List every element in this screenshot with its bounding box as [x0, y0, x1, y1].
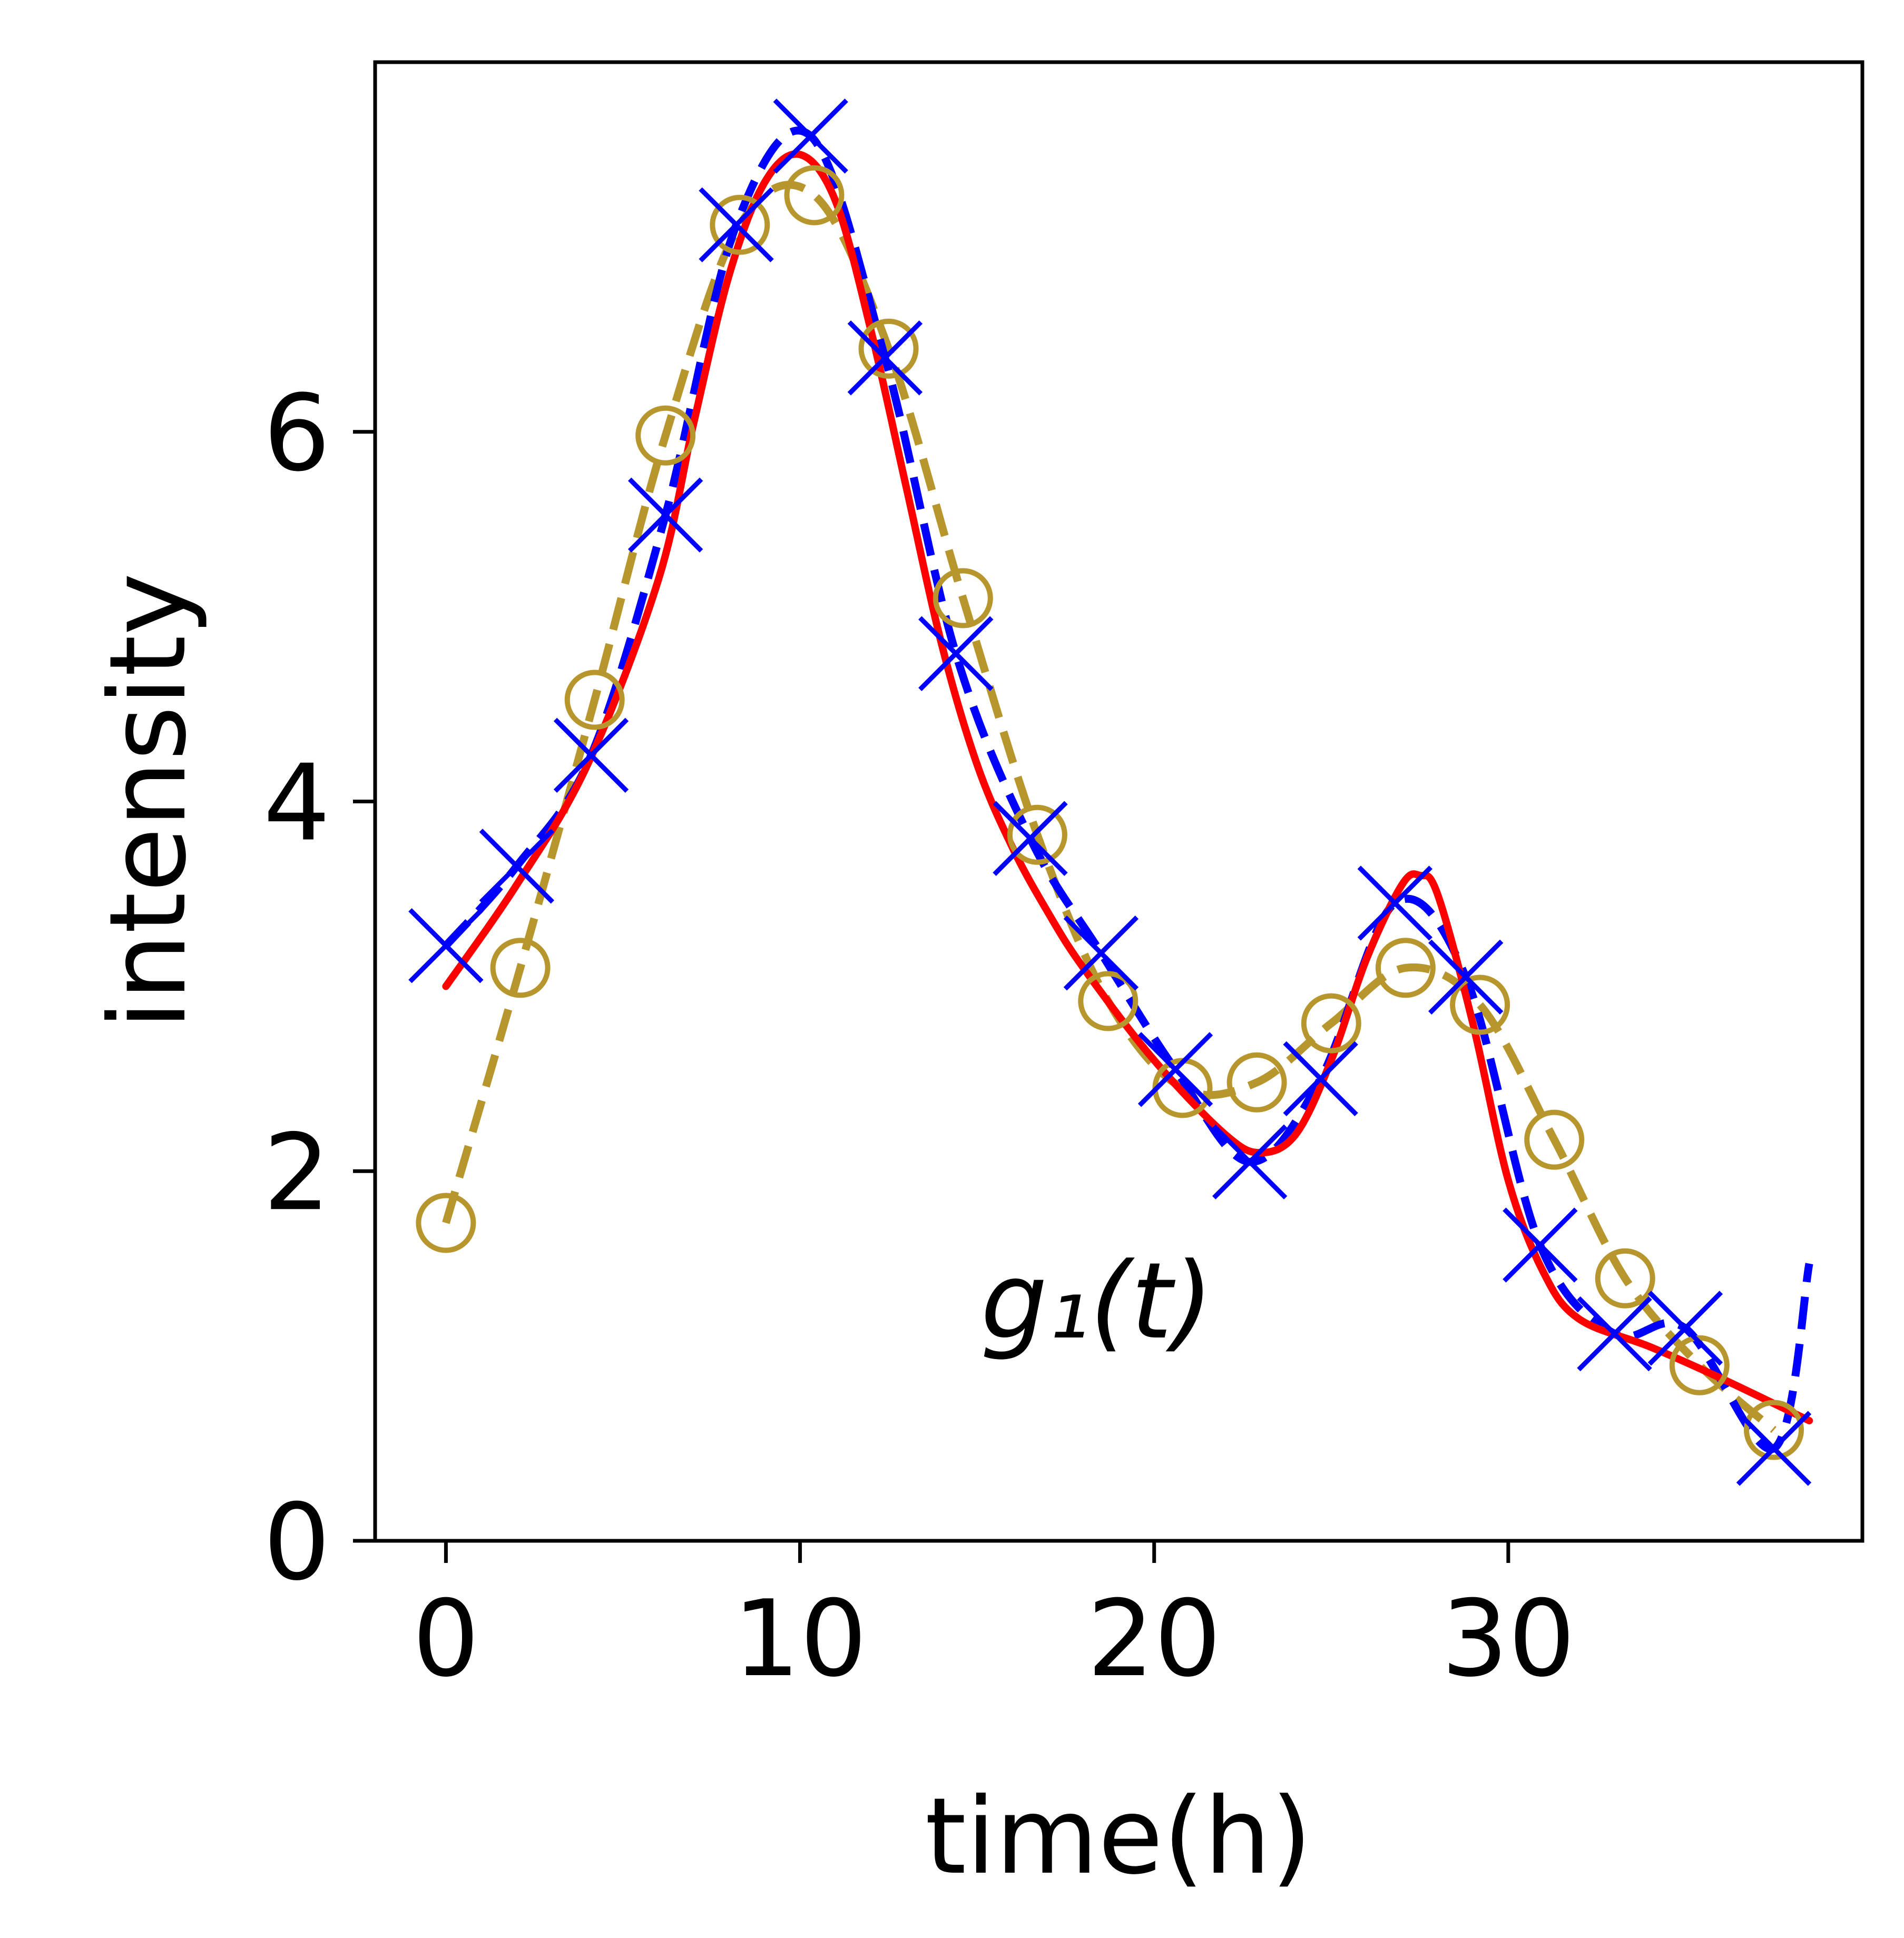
fit-point	[993, 801, 1068, 876]
observed-point	[1226, 1052, 1287, 1113]
fit-point	[1736, 1411, 1812, 1486]
observed-point	[1450, 975, 1510, 1035]
fit-point	[699, 187, 774, 262]
series-markers	[408, 99, 1812, 1486]
x-tick-label: 0	[413, 1578, 479, 1700]
y-axis-ticks: 0 2 4 6	[263, 372, 375, 1604]
y-tick-label: 0	[263, 1481, 330, 1604]
series-lines	[442, 126, 1813, 1453]
fit-point	[847, 320, 923, 396]
observed-point	[416, 1193, 476, 1253]
observed-point	[858, 318, 919, 379]
fit-point	[479, 829, 555, 904]
fit-point	[773, 99, 848, 174]
observed-point	[490, 938, 551, 998]
fit-point	[1647, 1291, 1723, 1366]
observed-point	[933, 568, 993, 628]
observed-point	[1078, 971, 1139, 1031]
observed-point	[1007, 804, 1067, 865]
observed-point	[1595, 1248, 1655, 1309]
x-tick-label: 10	[733, 1578, 867, 1700]
y-tick-label: 6	[263, 372, 330, 495]
observed-point	[1524, 1109, 1585, 1170]
smooth-series-line	[442, 150, 1813, 1424]
fit-point	[1137, 1032, 1213, 1107]
x-tick-label: 30	[1441, 1578, 1576, 1700]
annotation-label: g₁(t)	[980, 1240, 1213, 1363]
fit-point	[1503, 1207, 1578, 1283]
fit-point	[627, 477, 703, 553]
y-axis-label: intensity	[87, 573, 210, 1029]
fit-point	[1357, 865, 1432, 941]
fit-point	[1428, 939, 1504, 1015]
fit-point	[553, 717, 629, 793]
fit-point	[1283, 1041, 1358, 1116]
x-axis-ticks: 0 10 20 30	[413, 1541, 1575, 1700]
fit-point	[918, 616, 994, 691]
observed-point	[564, 670, 625, 730]
observed-point	[710, 194, 770, 255]
observed-point	[1669, 1335, 1730, 1395]
x-tick-label: 20	[1087, 1578, 1221, 1700]
fit-point	[408, 908, 484, 983]
y-tick-label: 2	[263, 1111, 330, 1234]
observed-point	[784, 165, 845, 225]
fit-point	[1577, 1296, 1652, 1372]
fit-point	[1063, 916, 1139, 991]
observed-point	[1301, 993, 1361, 1054]
observed-series-line	[442, 181, 1777, 1433]
y-tick-label: 4	[263, 742, 330, 865]
observed-point	[1375, 938, 1436, 998]
observed-point	[635, 405, 696, 466]
observed-point	[1744, 1400, 1804, 1460]
x-axis-label: time(h)	[925, 1775, 1312, 1898]
fit-point	[1212, 1124, 1288, 1199]
